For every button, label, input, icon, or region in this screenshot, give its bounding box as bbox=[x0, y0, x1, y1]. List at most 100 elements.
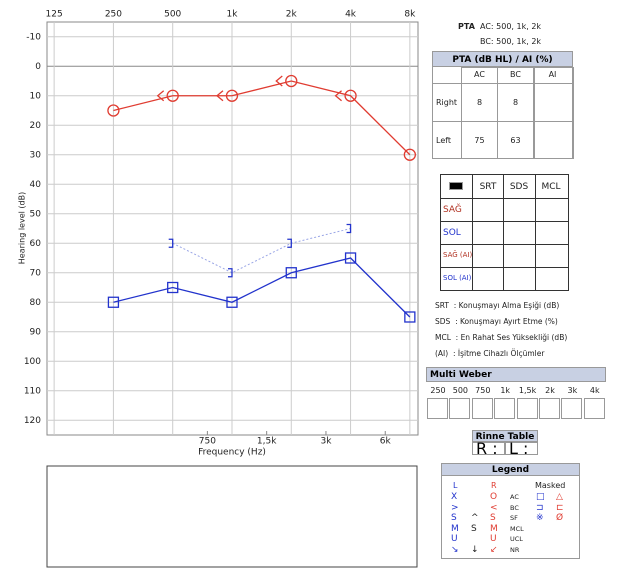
cell-border bbox=[535, 244, 569, 268]
speech-row: SAĞ bbox=[443, 205, 462, 215]
marker bbox=[227, 268, 233, 278]
y-tick-label: 110 bbox=[24, 386, 41, 396]
weber-title: Multi Weber bbox=[426, 367, 606, 382]
pta-value: 8 bbox=[512, 98, 519, 107]
legend-symbol: ⊐ bbox=[536, 502, 544, 513]
marker bbox=[107, 104, 120, 117]
y-axis-label: Hearing level (dB) bbox=[18, 192, 27, 264]
legend-symbol: ↙ bbox=[490, 544, 498, 555]
legend-symbol: △ bbox=[556, 492, 563, 502]
legend-symbol: S bbox=[471, 523, 477, 534]
cell-border bbox=[432, 121, 573, 159]
marker bbox=[403, 148, 416, 161]
weber-col: 250 bbox=[430, 386, 446, 395]
cell-border bbox=[535, 198, 569, 222]
weber-col: 750 bbox=[475, 386, 491, 395]
plot-frame bbox=[46, 21, 419, 436]
marker bbox=[344, 89, 357, 102]
marker bbox=[346, 223, 352, 234]
marker bbox=[285, 74, 298, 88]
cell-border bbox=[472, 221, 504, 245]
weber-cell bbox=[561, 398, 583, 419]
weber-col: 1k bbox=[500, 386, 511, 395]
weber-col: 500 bbox=[452, 386, 469, 395]
marker bbox=[404, 311, 416, 323]
black-square bbox=[449, 182, 463, 190]
legend-symbol: < bbox=[490, 502, 498, 513]
marker bbox=[168, 238, 174, 248]
marker bbox=[275, 75, 283, 87]
weber-cell bbox=[471, 398, 493, 419]
speech-col: SRT bbox=[479, 182, 497, 192]
marker bbox=[156, 90, 165, 102]
pta-value: 75 bbox=[474, 136, 485, 145]
cell-border bbox=[472, 244, 504, 268]
x-tick-label: 2k bbox=[286, 10, 298, 20]
weber-col: 1,5k bbox=[518, 386, 537, 395]
legend-symbol: ↘ bbox=[451, 544, 459, 555]
legend-symbol: M bbox=[451, 523, 459, 534]
series-line bbox=[113, 80, 411, 156]
cell-border bbox=[503, 221, 536, 245]
y-tick-label: 70 bbox=[30, 268, 42, 278]
weber-cell bbox=[516, 398, 538, 419]
y-tick-label: 120 bbox=[24, 416, 41, 426]
y-tick-label: 40 bbox=[30, 180, 42, 190]
legend-symbol: ↓ bbox=[471, 544, 479, 555]
legend-name: BC bbox=[510, 503, 519, 512]
x-tick-label: 4k bbox=[345, 10, 357, 20]
legend-name: MCL bbox=[510, 524, 524, 533]
legend-left: L bbox=[453, 481, 458, 490]
legend-symbol: O bbox=[490, 492, 498, 502]
y-tick-label: 60 bbox=[30, 239, 42, 249]
legend-symbol: S bbox=[451, 513, 457, 523]
pta-col: BC bbox=[510, 70, 521, 79]
cell-border bbox=[503, 267, 536, 291]
weber-cell bbox=[583, 398, 605, 419]
legend-symbol: U bbox=[490, 534, 497, 544]
row-label: Left bbox=[436, 136, 452, 145]
x-tick-label: 1k bbox=[227, 10, 239, 20]
legend-symbol: X bbox=[451, 492, 458, 502]
marker bbox=[334, 90, 342, 102]
weber-cell bbox=[449, 398, 471, 419]
speech-row: SAĞ (AI) bbox=[443, 251, 473, 259]
audiogram: Frequency (Hz) Hearing level (dB) -10 0 10… bbox=[18, 10, 419, 568]
y-tick-label: 80 bbox=[30, 298, 42, 308]
marker bbox=[166, 89, 179, 102]
weber-cell bbox=[494, 398, 516, 419]
cell-border bbox=[472, 198, 504, 222]
marker bbox=[215, 90, 224, 102]
row-label: Right bbox=[436, 98, 458, 107]
weber-cell bbox=[427, 398, 448, 419]
speech-col: SDS bbox=[509, 182, 529, 192]
rinne-cell: R : bbox=[472, 441, 505, 457]
legend-symbol: > bbox=[451, 502, 459, 513]
speech-col: MCL bbox=[541, 182, 561, 192]
legend-symbol: M bbox=[490, 523, 498, 534]
legend-masked: Masked bbox=[535, 481, 566, 490]
legend-right: R bbox=[491, 481, 497, 490]
x-axis-label: Frequency (Hz) bbox=[198, 448, 266, 458]
pta-col: AC bbox=[474, 70, 485, 79]
x-minor-tick-label: 6k bbox=[380, 437, 392, 447]
weber-col: 3k bbox=[567, 386, 578, 395]
y-tick-label: 20 bbox=[30, 121, 42, 131]
marker bbox=[285, 267, 297, 279]
legend-title: Legend bbox=[441, 463, 580, 476]
x-tick-label: 250 bbox=[105, 10, 122, 20]
pta-ac: AC: 500, 1k, 2k bbox=[480, 22, 542, 31]
cell-border bbox=[472, 267, 504, 291]
pta-title: PTA (dB HL) / AI (%) bbox=[432, 51, 573, 67]
abbreviation: SRT : Konuşmayı Alma Eşiği (dB) bbox=[435, 301, 560, 310]
marker bbox=[225, 89, 239, 102]
legend-symbol: U bbox=[451, 534, 458, 544]
legend-name: UCL bbox=[510, 535, 523, 543]
legend-symbol: ⊏ bbox=[556, 502, 564, 513]
marker bbox=[226, 296, 238, 308]
legend-name: AC bbox=[510, 493, 519, 501]
series-line bbox=[113, 257, 411, 318]
legend-name: SF bbox=[510, 514, 518, 522]
marker bbox=[167, 281, 179, 294]
